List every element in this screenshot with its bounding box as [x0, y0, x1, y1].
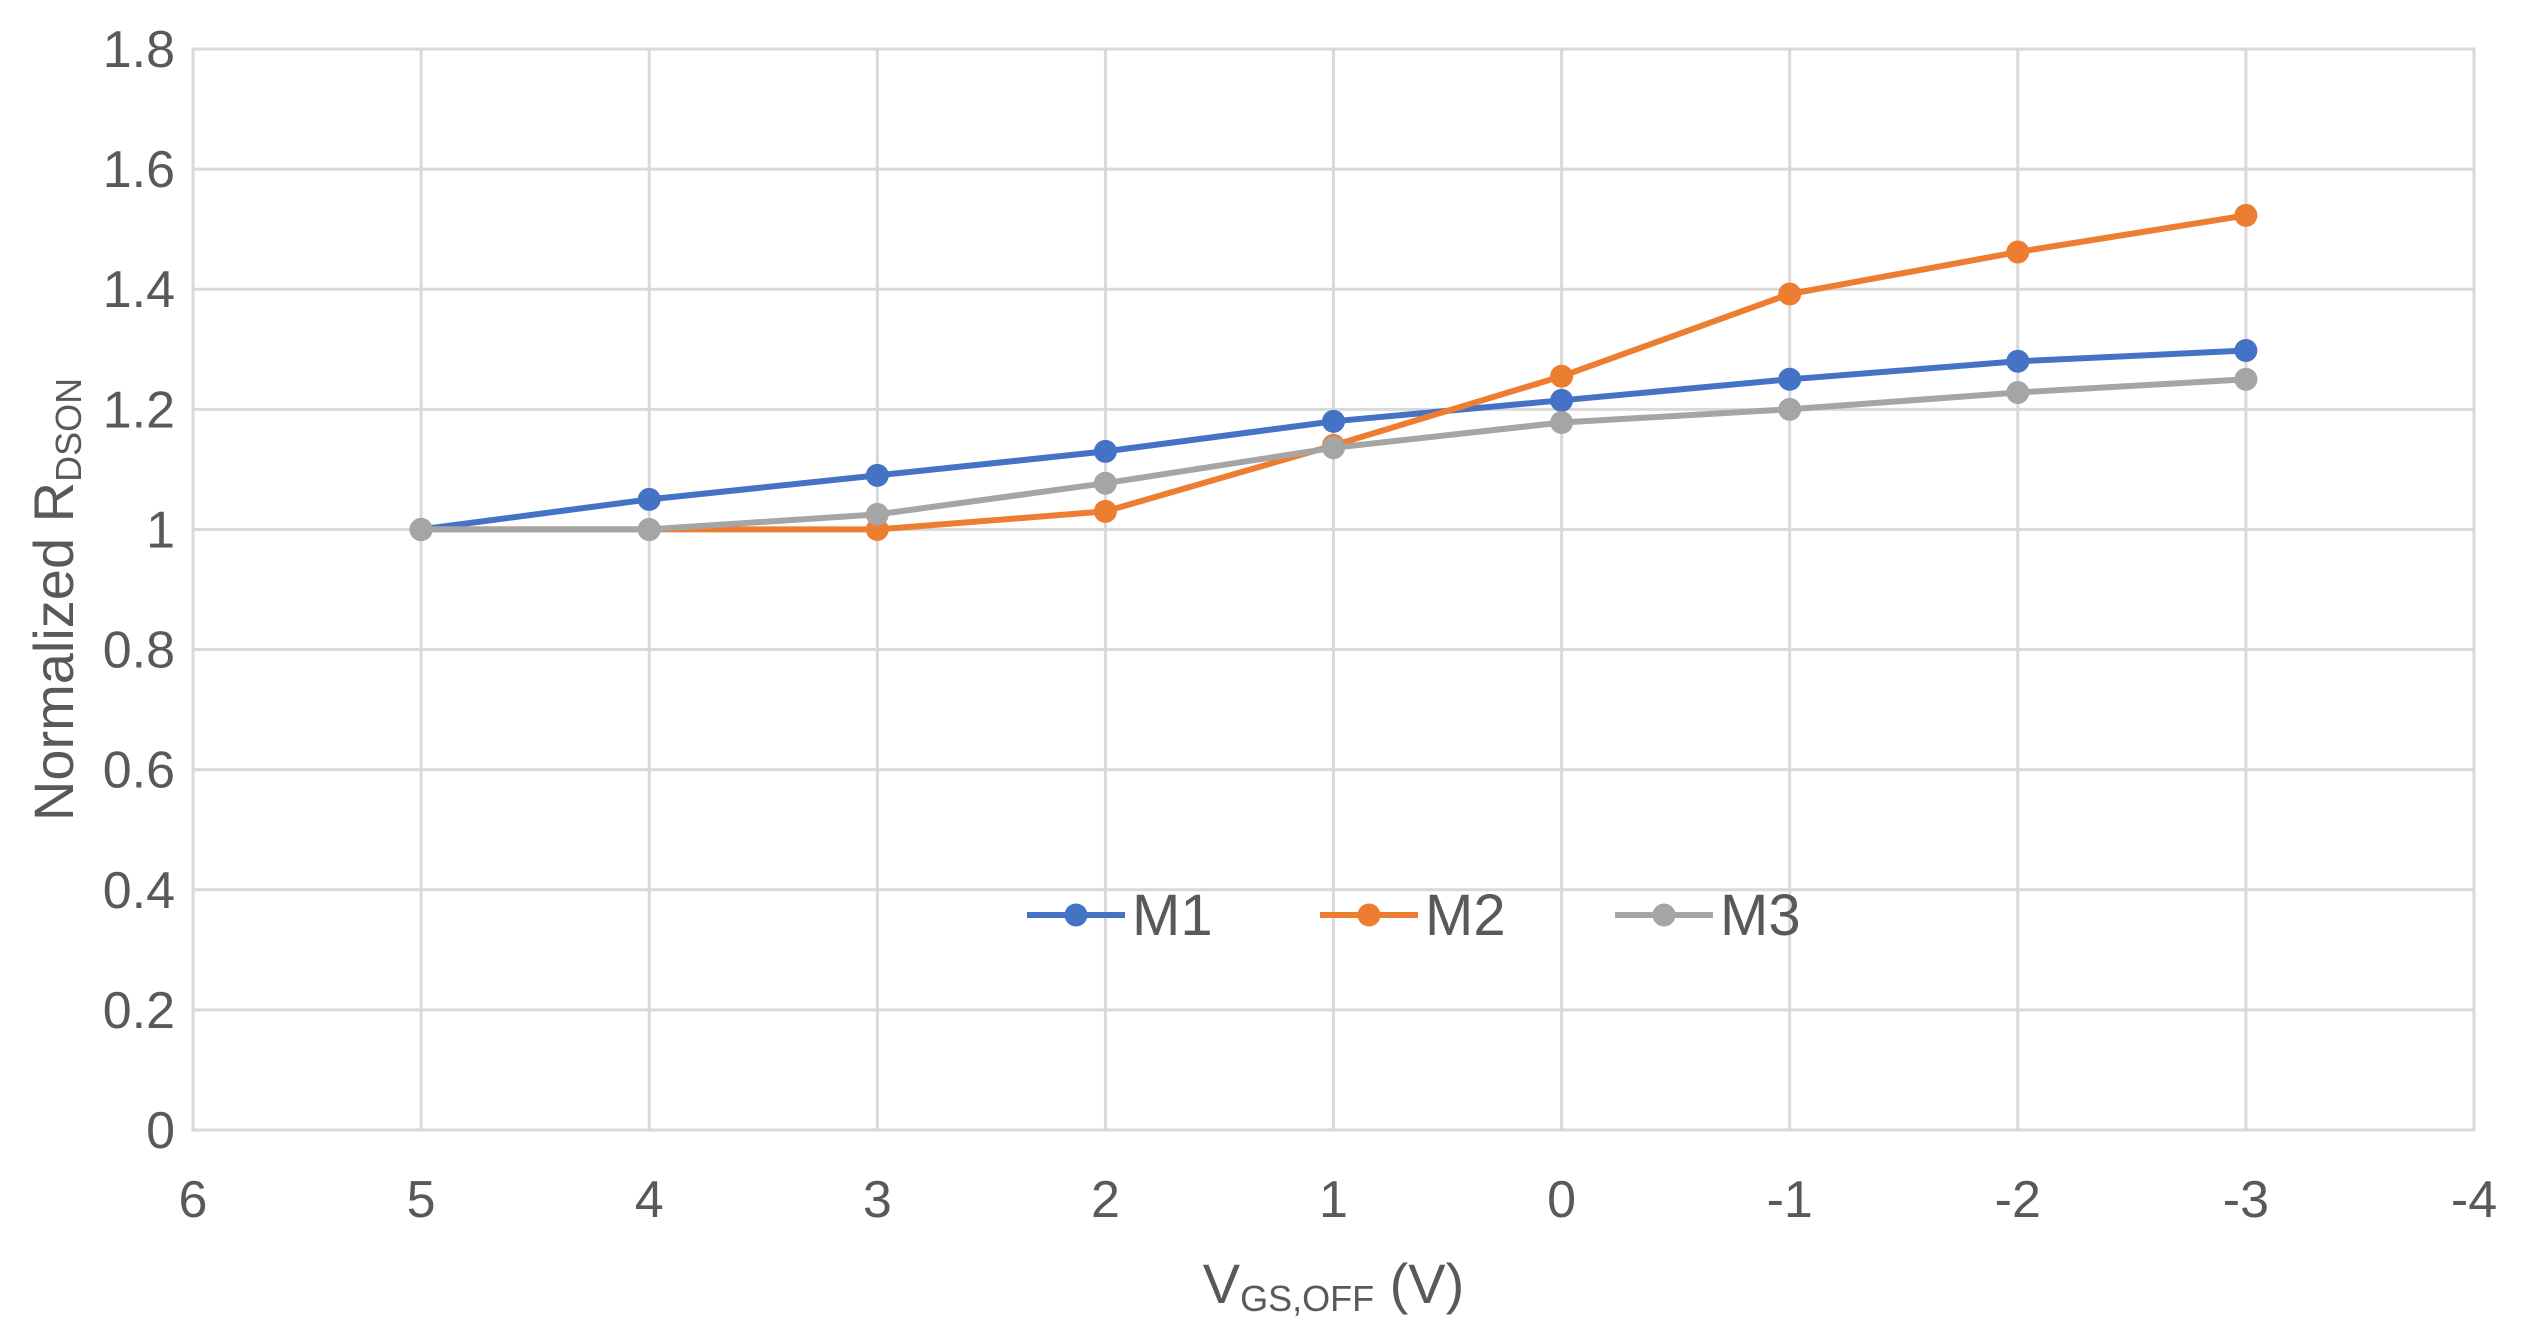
- legend-label: M1: [1132, 883, 1213, 948]
- data-point-m3: [409, 517, 433, 541]
- y-tick-label: 0.8: [103, 622, 175, 680]
- y-tick-label: 0.6: [103, 742, 175, 800]
- y-tick-label: 1.8: [103, 21, 175, 79]
- data-point-m1: [1322, 409, 1345, 433]
- data-point-m3: [1778, 397, 1802, 421]
- data-point-m1: [2006, 349, 2030, 373]
- legend-item-m2: M2: [1320, 883, 1506, 948]
- data-point-m1: [637, 487, 661, 511]
- x-axis-ticks: 6 5 4 3 2 1 0 -1 -2 -3 -4: [179, 1171, 2498, 1229]
- legend-swatch-marker: [1357, 903, 1381, 927]
- y-tick-label: 1.2: [103, 381, 175, 439]
- legend: M1 M2 M3: [1027, 883, 1801, 948]
- x-axis-title-suffix: (V): [1374, 1252, 1464, 1315]
- y-tick-label: 1.4: [103, 261, 175, 319]
- data-point-m2: [2234, 203, 2258, 227]
- x-axis-title-main: V: [1203, 1252, 1241, 1315]
- y-axis-title-subscript: DSON: [48, 378, 89, 482]
- x-tick-label: 2: [1091, 1171, 1120, 1229]
- x-tick-label: 5: [407, 1171, 436, 1229]
- data-point-m1: [2234, 338, 2258, 362]
- x-tick-label: 3: [863, 1171, 892, 1229]
- data-point-m3: [2006, 381, 2030, 405]
- series-layer: [409, 203, 2258, 541]
- x-axis-title-subscript: GS,OFF: [1240, 1278, 1374, 1319]
- y-tick-label: 0: [146, 1102, 175, 1160]
- data-point-m2: [2006, 240, 2030, 264]
- data-point-m3: [2234, 367, 2258, 391]
- legend-swatch-marker: [1652, 903, 1676, 927]
- legend-swatch-marker: [1064, 903, 1088, 927]
- x-tick-label: -1: [1767, 1171, 1813, 1229]
- y-axis-ticks: 0 0.2 0.4 0.6 0.8 1 1.2 1.4 1.6 1.8: [103, 21, 175, 1160]
- data-point-m1: [1093, 439, 1117, 463]
- legend-item-m1: M1: [1027, 883, 1213, 948]
- data-point-m3: [1093, 471, 1117, 495]
- y-tick-label: 1: [146, 501, 175, 559]
- data-point-m2: [1778, 282, 1802, 306]
- plot-area-border: [191, 47, 2476, 1132]
- data-point-m3: [1322, 436, 1345, 460]
- legend-label: M2: [1425, 883, 1506, 948]
- y-tick-label: 0.4: [103, 862, 175, 920]
- gridlines: [191, 47, 2476, 1132]
- data-point-m3: [637, 517, 661, 541]
- data-point-m3: [865, 502, 889, 526]
- x-tick-label: -2: [1995, 1171, 2041, 1229]
- x-tick-label: 1: [1319, 1171, 1348, 1229]
- data-point-m2: [1093, 499, 1117, 523]
- data-point-m1: [865, 463, 889, 487]
- y-tick-label: 1.6: [103, 141, 175, 199]
- x-axis-title: VGS,OFF (V): [1203, 1252, 1465, 1319]
- legend-item-m3: M3: [1615, 883, 1801, 948]
- data-point-m1: [1778, 367, 1802, 391]
- y-axis-title-main: Normalized R: [22, 482, 85, 821]
- y-tick-label: 0.2: [103, 982, 175, 1040]
- data-point-m1: [1550, 388, 1574, 412]
- x-tick-label: -3: [2223, 1171, 2269, 1229]
- x-tick-label: 4: [635, 1171, 664, 1229]
- legend-label: M3: [1720, 883, 1801, 948]
- x-tick-label: 6: [179, 1171, 208, 1229]
- data-point-m2: [1550, 364, 1574, 388]
- x-tick-label: 0: [1547, 1171, 1576, 1229]
- y-axis-title: Normalized RDSON: [22, 378, 89, 821]
- series-m3: [409, 367, 2258, 541]
- data-point-m3: [1550, 411, 1574, 435]
- x-tick-label: -4: [2451, 1171, 2497, 1229]
